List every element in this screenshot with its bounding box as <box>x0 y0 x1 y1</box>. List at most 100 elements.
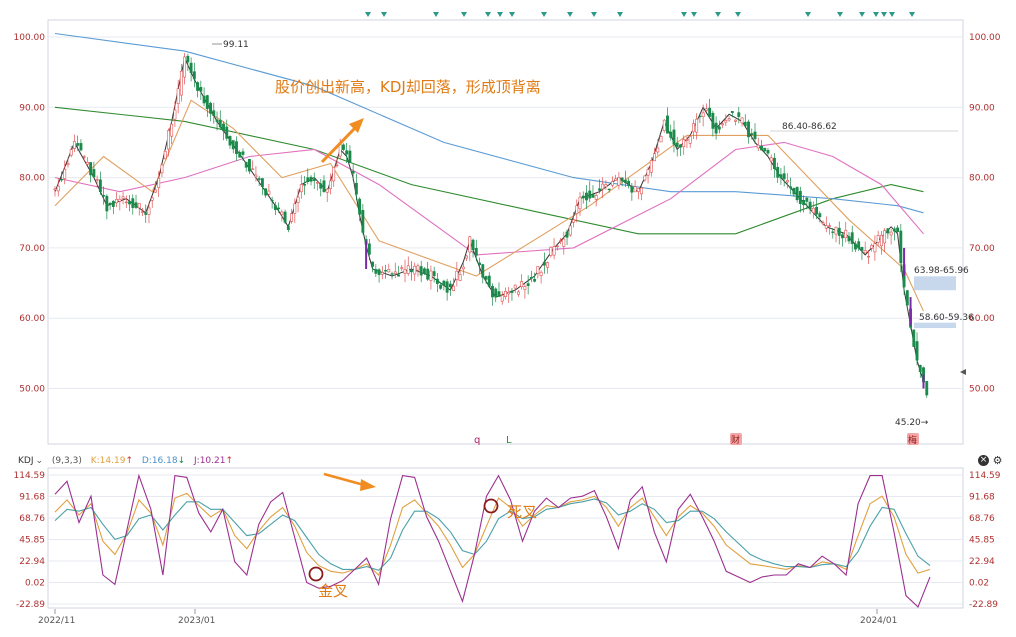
kdj-tick-left: 114.59 <box>14 471 46 481</box>
candle-body <box>423 268 426 274</box>
candle <box>406 256 410 276</box>
badge-mei-bg <box>907 433 919 445</box>
candle-body <box>329 180 332 189</box>
candle <box>688 134 692 148</box>
candle-body <box>452 285 456 291</box>
candle <box>205 94 209 117</box>
candle-body <box>889 231 893 236</box>
candle-body <box>837 227 841 236</box>
candle <box>76 135 80 151</box>
event-marker <box>617 12 623 17</box>
candle-body <box>750 133 754 135</box>
candle <box>419 260 423 283</box>
candle-body <box>316 182 319 184</box>
candle-body <box>795 186 799 201</box>
candle <box>568 225 572 237</box>
candle <box>808 198 812 215</box>
candles <box>53 53 929 398</box>
candle-body <box>815 206 819 215</box>
chevron-down-icon[interactable]: ⌄ <box>35 456 44 466</box>
candle-body <box>873 243 877 253</box>
candle-body <box>552 246 556 256</box>
candle-body <box>607 188 611 191</box>
candle-body <box>163 151 167 160</box>
candle <box>118 195 122 211</box>
close-icon[interactable]: × <box>978 455 989 466</box>
candle <box>66 157 70 168</box>
candle <box>691 119 695 139</box>
candle <box>653 147 656 162</box>
price-tick-left: 50.00 <box>19 385 45 395</box>
candle-body <box>760 145 763 151</box>
candle-body <box>312 179 316 182</box>
candle <box>513 284 517 294</box>
candle-body <box>737 112 741 117</box>
candle-body <box>196 82 200 91</box>
candle <box>426 261 430 281</box>
candle-body <box>134 202 138 208</box>
candle <box>607 188 611 193</box>
candle-body <box>568 225 572 236</box>
candle-body <box>121 196 125 199</box>
candle <box>335 156 339 168</box>
candle <box>730 110 734 118</box>
candle <box>773 153 776 178</box>
candle <box>776 162 780 183</box>
death-cross-label: 死叉 <box>507 503 537 521</box>
candle-body <box>108 203 112 205</box>
candle-body <box>325 188 329 193</box>
candle-body <box>251 168 255 170</box>
limit-down-bar <box>909 297 912 326</box>
candle <box>698 115 702 124</box>
gear-icon[interactable]: ⚙ <box>992 454 1003 467</box>
candle-body <box>160 164 164 174</box>
candle <box>737 106 741 124</box>
candle-body <box>260 178 264 187</box>
candle <box>510 288 514 301</box>
candle <box>160 164 164 178</box>
candle-body <box>905 290 909 306</box>
indicator-name[interactable]: KDJ <box>18 456 34 466</box>
kdj-tick-right: 68.76 <box>969 514 995 524</box>
candle-body <box>166 130 170 150</box>
candle-body <box>202 95 206 104</box>
candle <box>708 98 712 119</box>
candle-body <box>620 177 624 182</box>
candle-body <box>468 236 472 253</box>
price-tick-right: 90.00 <box>969 103 995 113</box>
price-annotations: 99.11 86.40-86.62 63.98-65.96 58.60-59.3… <box>212 40 974 446</box>
candle-body <box>546 262 550 268</box>
candle <box>494 287 498 303</box>
candle <box>387 263 391 273</box>
candle <box>536 266 540 279</box>
candle <box>750 128 754 140</box>
candle <box>222 121 225 141</box>
candle <box>562 231 566 255</box>
candle-body <box>105 195 109 212</box>
candle <box>248 158 251 175</box>
candle <box>594 192 598 207</box>
candle <box>332 166 336 187</box>
candle <box>134 194 138 210</box>
candle-body <box>666 115 669 134</box>
candle-body <box>866 255 870 258</box>
candle-body <box>215 119 219 122</box>
candle-body <box>335 164 339 167</box>
candle <box>520 274 524 290</box>
candle <box>870 243 874 252</box>
candle-body <box>860 247 864 251</box>
candle <box>815 198 819 220</box>
candle-body <box>267 190 271 195</box>
candle-body <box>834 226 838 235</box>
candle-body <box>367 243 371 255</box>
limit-down-bar <box>903 247 906 277</box>
candle <box>458 268 462 282</box>
candle-body <box>124 201 128 204</box>
candle-body <box>186 55 190 63</box>
candle-body <box>497 291 501 297</box>
candle <box>354 173 358 201</box>
candle-body <box>53 188 57 191</box>
candle <box>896 224 900 236</box>
candle <box>79 139 83 152</box>
